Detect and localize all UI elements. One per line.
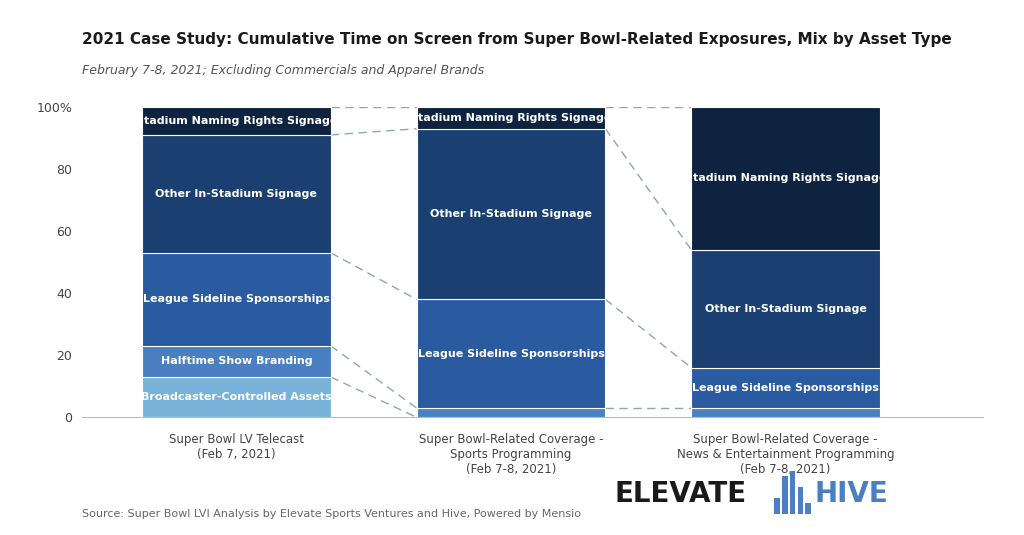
Text: League Sideline Sponsorships: League Sideline Sponsorships (418, 349, 604, 358)
Bar (691, 368, 880, 408)
Bar (806, 503, 811, 514)
Bar (142, 107, 331, 135)
Text: ELEVATE: ELEVATE (614, 480, 746, 508)
Bar (142, 135, 331, 253)
Text: League Sideline Sponsorships: League Sideline Sponsorships (692, 383, 879, 393)
Bar (417, 408, 605, 417)
Text: Stadium Naming Rights Signage: Stadium Naming Rights Signage (136, 116, 337, 126)
Bar (417, 107, 605, 129)
Text: Other In-Stadium Signage: Other In-Stadium Signage (430, 209, 592, 219)
Bar (774, 498, 779, 514)
Text: Stadium Naming Rights Signage: Stadium Naming Rights Signage (685, 173, 887, 184)
Text: Source: Super Bowl LVI Analysis by Elevate Sports Ventures and Hive, Powered by : Source: Super Bowl LVI Analysis by Eleva… (82, 509, 581, 519)
Bar (142, 253, 331, 346)
Text: February 7-8, 2021; Excluding Commercials and Apparel Brands: February 7-8, 2021; Excluding Commercial… (82, 64, 484, 77)
Bar (798, 487, 803, 514)
Bar (691, 408, 880, 417)
Text: Stadium Naming Rights Signage: Stadium Naming Rights Signage (411, 113, 611, 123)
Text: Halftime Show Branding: Halftime Show Branding (161, 356, 312, 366)
Text: League Sideline Sponsorships: League Sideline Sponsorships (143, 294, 330, 304)
Bar (142, 346, 331, 377)
Text: 2021 Case Study: Cumulative Time on Screen from Super Bowl-Related Exposures, Mi: 2021 Case Study: Cumulative Time on Scre… (82, 32, 951, 47)
Bar (691, 250, 880, 368)
Bar (691, 107, 880, 250)
Bar (417, 129, 605, 300)
Bar (142, 377, 331, 417)
Bar (782, 476, 787, 514)
Bar (417, 300, 605, 408)
Text: HIVE: HIVE (814, 480, 888, 508)
Bar (790, 471, 796, 514)
Text: Other In-Stadium Signage: Other In-Stadium Signage (156, 189, 317, 199)
Text: Broadcaster-Controlled Assets: Broadcaster-Controlled Assets (141, 392, 332, 402)
Text: Other In-Stadium Signage: Other In-Stadium Signage (705, 304, 866, 314)
